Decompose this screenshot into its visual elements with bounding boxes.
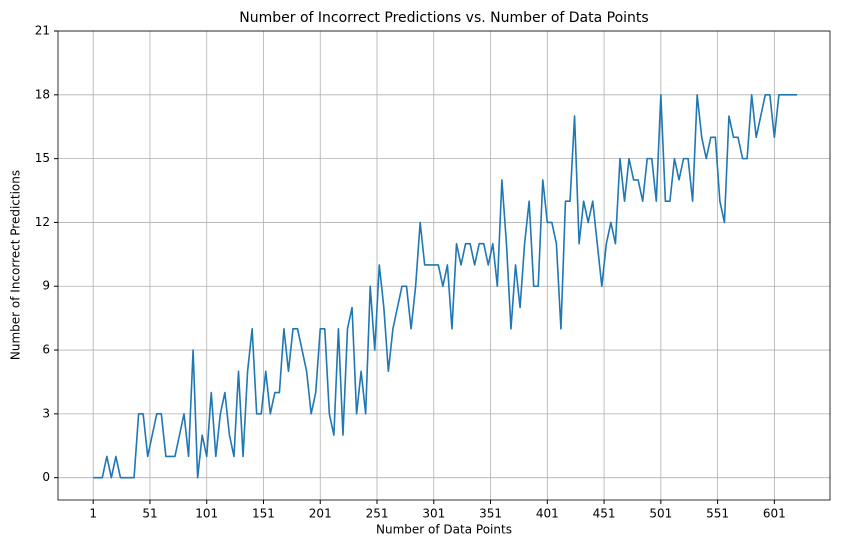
- y-tick-label: 0: [42, 470, 50, 484]
- y-tick-label: 9: [42, 279, 50, 293]
- x-tick-label: 551: [706, 507, 729, 521]
- y-tick-label: 21: [35, 24, 50, 38]
- y-tick-label: 6: [42, 343, 50, 357]
- data-line: [93, 94, 798, 479]
- y-tick-label: 18: [35, 87, 50, 101]
- x-tick-label: 301: [422, 507, 445, 521]
- x-tick-label: 51: [142, 507, 157, 521]
- x-tick-label: 101: [195, 507, 218, 521]
- x-tick-label: 151: [252, 507, 275, 521]
- x-tick-label: 401: [536, 507, 559, 521]
- y-tick-label: 3: [42, 406, 50, 420]
- x-tick-label: 451: [593, 507, 616, 521]
- y-tick-label: 12: [35, 215, 50, 229]
- x-tick-label: 201: [309, 507, 332, 521]
- plot-frame: [57, 30, 831, 501]
- x-tick-label: 601: [763, 507, 786, 521]
- y-axis-label: Number of Incorrect Predictions: [9, 170, 23, 360]
- x-tick-label: 351: [479, 507, 502, 521]
- x-tick-label: 1: [89, 507, 97, 521]
- x-tick-label: 501: [649, 507, 672, 521]
- x-axis-label: Number of Data Points: [376, 523, 512, 537]
- y-tick-label: 15: [35, 151, 50, 165]
- x-tick-label: 251: [366, 507, 389, 521]
- chart-title: Number of Incorrect Predictions vs. Numb…: [239, 10, 648, 26]
